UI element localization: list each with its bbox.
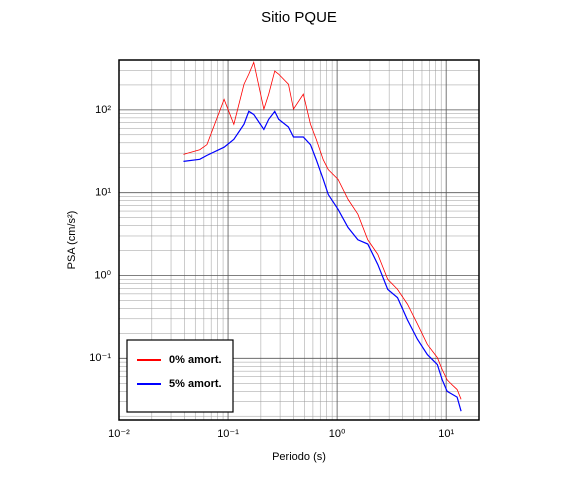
x-axis-label: Periodo (s) xyxy=(272,451,326,463)
y-tick-label: 10¹ xyxy=(95,187,111,199)
x-tick-label: 10⁻² xyxy=(108,428,130,440)
x-tick-label: 10⁻¹ xyxy=(217,428,239,440)
y-tick-label: 10⁻¹ xyxy=(89,352,111,364)
legend-label: 5% amort. xyxy=(169,378,222,390)
legend-box xyxy=(126,339,234,413)
x-tick-label: 10¹ xyxy=(438,428,454,440)
y-tick-label: 10⁰ xyxy=(94,269,111,281)
chart-title: Sitio PQUE xyxy=(261,9,337,26)
y-axis-label: PSA (cm/s²) xyxy=(66,211,78,270)
series-line xyxy=(183,60,462,400)
y-tick-label: 10² xyxy=(95,104,111,116)
series-line xyxy=(183,110,462,412)
plot-frame xyxy=(118,59,480,421)
x-tick-label: 10⁰ xyxy=(329,428,346,440)
legend-label: 0% amort. xyxy=(169,354,222,366)
